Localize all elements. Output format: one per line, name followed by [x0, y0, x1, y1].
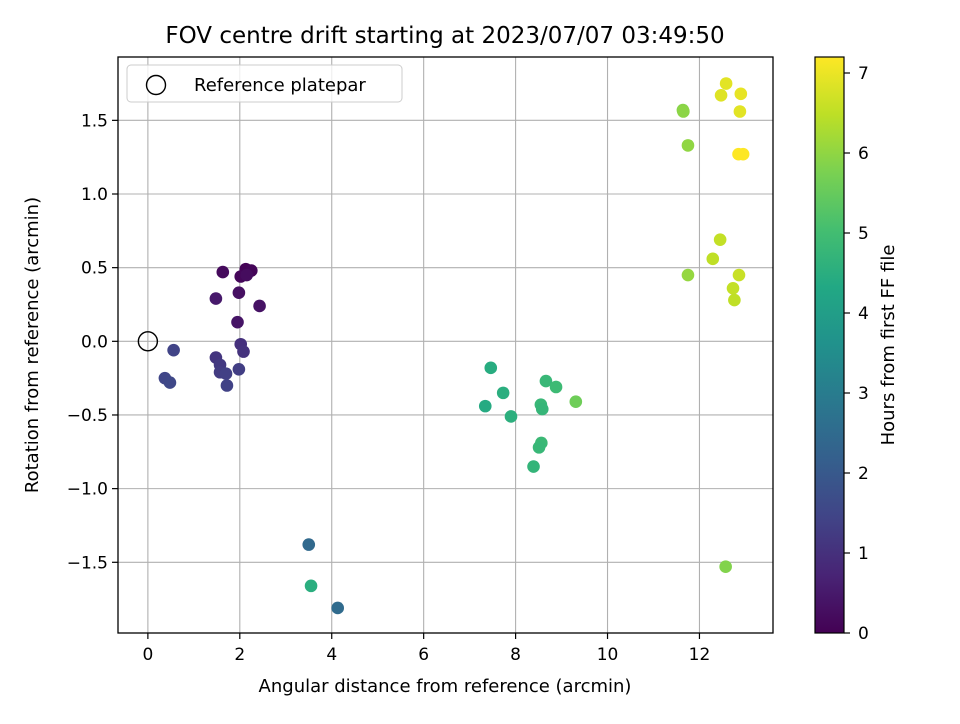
colorbar-tick-label: 4	[858, 304, 869, 324]
scatter-point	[532, 441, 546, 454]
scatter-point	[706, 252, 720, 266]
colorbar-ticks: 0 1 2 3 4 5 6 7	[844, 64, 869, 644]
scatter-point	[478, 399, 492, 413]
scatter-point	[253, 299, 266, 313]
y-axis-ticks: −1.5 −1.0 −0.5 0.0 0.5 1.0 1.5	[67, 111, 118, 573]
scatter-point	[240, 268, 254, 282]
x-tick-label: 6	[418, 645, 429, 665]
scatter-point	[535, 402, 549, 416]
scatter-point	[163, 376, 177, 389]
x-tick-label: 12	[689, 645, 711, 665]
x-tick-label: 2	[234, 645, 245, 665]
y-tick-label: 1.0	[81, 185, 108, 205]
scatter-point	[726, 281, 740, 295]
colorbar	[814, 56, 845, 634]
x-tick-label: 10	[597, 645, 619, 665]
scatter-point	[302, 538, 316, 551]
colorbar-label: Hours from first FF file	[878, 245, 899, 446]
scatter-point	[539, 374, 553, 388]
x-axis-ticks: 0 2 4 6 8 10 12	[142, 633, 710, 665]
colorbar-tick-label: 1	[858, 544, 869, 564]
legend-box	[126, 64, 403, 103]
x-tick-label: 0	[142, 645, 153, 665]
scatter-point	[713, 233, 727, 246]
chart-title: FOV centre drift starting at 2023/07/07 …	[165, 23, 724, 49]
scatter-point	[484, 361, 498, 375]
legend-label-reference: Reference platepar	[194, 75, 366, 96]
scatter-point	[732, 268, 746, 282]
y-tick-label: 0.5	[81, 259, 108, 279]
colorbar-tick-label: 0	[858, 624, 869, 644]
scatter-point	[681, 268, 695, 282]
colorbar-tick-label: 5	[858, 224, 869, 244]
reference-platepar-marker	[137, 331, 159, 352]
colorbar-tick-label: 7	[858, 64, 869, 84]
y-axis-label: Rotation from reference (arcmin)	[22, 197, 43, 493]
scatter-point	[231, 315, 244, 329]
plot-frame	[117, 56, 774, 634]
colorbar-tick-label: 6	[858, 144, 869, 164]
legend: Reference platepar	[126, 64, 403, 103]
scatter-point	[681, 139, 695, 152]
scatter-point	[167, 343, 180, 357]
scatter-point	[733, 105, 747, 118]
scatter-point	[331, 601, 345, 615]
scatter-point	[527, 460, 540, 473]
colorbar-tick-label: 2	[858, 464, 869, 484]
colorbar-tick-label: 3	[858, 384, 869, 404]
legend-reference-marker	[145, 74, 167, 96]
scatter-point	[219, 367, 233, 381]
y-tick-label: 1.5	[81, 111, 108, 131]
scatter-point	[677, 105, 690, 118]
scatter-point	[232, 286, 246, 300]
scatter-point	[549, 380, 563, 394]
scatter-point	[714, 89, 728, 102]
x-axis-label: Angular distance from reference (arcmin)	[259, 676, 632, 697]
scatter-point	[719, 560, 732, 574]
x-tick-label: 8	[510, 645, 521, 665]
grid-lines	[118, 57, 773, 633]
y-tick-label: −1.0	[67, 480, 108, 500]
scatter-point	[304, 579, 318, 593]
scatter-point	[719, 77, 733, 90]
scatter-point	[232, 363, 246, 376]
scatter-point	[569, 395, 583, 409]
scatter-point	[728, 293, 741, 307]
reference-marker-layer	[137, 331, 159, 352]
scatter-point	[220, 379, 234, 392]
scatter-point	[504, 410, 518, 423]
scatter-points	[158, 77, 750, 615]
y-tick-label: −0.5	[67, 406, 108, 426]
scatter-point	[216, 265, 230, 279]
x-tick-label: 4	[326, 645, 337, 665]
scatter-point	[736, 147, 750, 161]
y-tick-label: 0.0	[81, 332, 108, 352]
scatter-point	[496, 386, 510, 400]
scatter-point	[237, 345, 250, 358]
scatter-point	[209, 292, 223, 305]
y-tick-label: −1.5	[67, 553, 108, 573]
scatter-point	[734, 87, 748, 101]
